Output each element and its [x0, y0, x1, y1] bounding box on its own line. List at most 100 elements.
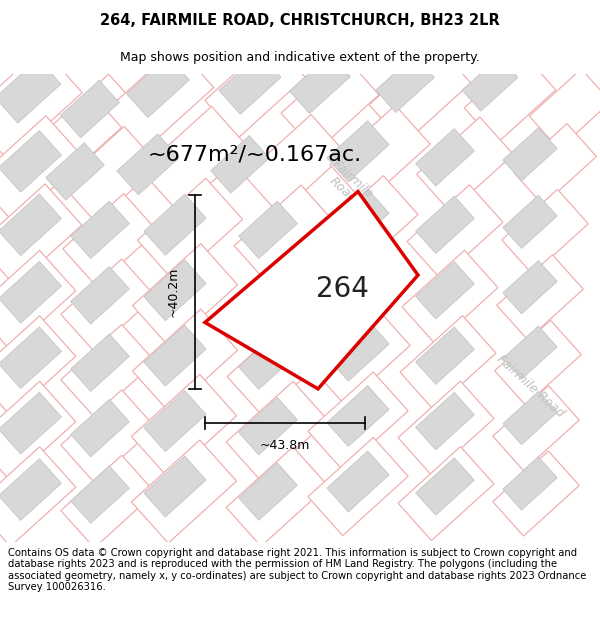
Polygon shape: [503, 326, 557, 379]
Polygon shape: [416, 327, 475, 384]
Text: Fairmile Road: Fairmile Road: [494, 352, 566, 419]
Polygon shape: [0, 184, 82, 286]
Polygon shape: [416, 392, 475, 450]
Polygon shape: [144, 194, 206, 255]
Polygon shape: [502, 189, 588, 274]
Polygon shape: [308, 372, 408, 470]
Text: 264, FAIRMILE ROAD, CHRISTCHURCH, BH23 2LR: 264, FAIRMILE ROAD, CHRISTCHURCH, BH23 2…: [100, 13, 500, 28]
Polygon shape: [239, 332, 298, 389]
Polygon shape: [497, 255, 583, 340]
Polygon shape: [234, 185, 336, 284]
Polygon shape: [244, 114, 346, 214]
Polygon shape: [226, 447, 328, 546]
Text: ~40.2m: ~40.2m: [167, 266, 179, 317]
Polygon shape: [0, 131, 61, 192]
Text: Contains OS data © Crown copyright and database right 2021. This information is : Contains OS data © Crown copyright and d…: [8, 548, 586, 592]
Polygon shape: [0, 392, 61, 454]
Polygon shape: [493, 386, 579, 471]
Polygon shape: [239, 398, 298, 455]
Polygon shape: [462, 56, 518, 111]
Polygon shape: [416, 117, 514, 212]
Polygon shape: [227, 316, 329, 416]
Polygon shape: [127, 56, 190, 118]
Polygon shape: [398, 446, 494, 541]
Polygon shape: [71, 466, 130, 523]
Polygon shape: [308, 438, 408, 536]
Polygon shape: [49, 74, 141, 164]
Polygon shape: [106, 46, 214, 151]
Polygon shape: [514, 124, 596, 205]
Polygon shape: [133, 309, 238, 412]
Polygon shape: [416, 129, 475, 186]
Polygon shape: [369, 44, 471, 144]
Polygon shape: [144, 391, 206, 452]
Polygon shape: [71, 201, 130, 259]
Polygon shape: [327, 320, 389, 381]
Polygon shape: [407, 185, 503, 279]
Polygon shape: [141, 106, 249, 213]
Polygon shape: [310, 306, 410, 405]
Polygon shape: [416, 458, 475, 515]
Polygon shape: [205, 40, 305, 138]
Polygon shape: [0, 327, 61, 389]
Polygon shape: [0, 261, 61, 323]
Text: Map shows position and indicative extent of the property.: Map shows position and indicative extent…: [120, 51, 480, 64]
Polygon shape: [137, 178, 242, 281]
Polygon shape: [503, 261, 557, 314]
Polygon shape: [318, 176, 418, 274]
Polygon shape: [0, 59, 61, 123]
Polygon shape: [327, 451, 389, 512]
Polygon shape: [398, 381, 494, 475]
Polygon shape: [402, 250, 498, 344]
Polygon shape: [239, 462, 298, 520]
Polygon shape: [0, 48, 82, 160]
Polygon shape: [503, 391, 557, 445]
Polygon shape: [239, 266, 298, 324]
Polygon shape: [71, 334, 130, 391]
Polygon shape: [0, 116, 85, 223]
Polygon shape: [133, 244, 238, 347]
Polygon shape: [61, 80, 119, 138]
Polygon shape: [330, 105, 430, 203]
Polygon shape: [144, 325, 206, 386]
Polygon shape: [144, 456, 206, 517]
Text: ~677m²/~0.167ac.: ~677m²/~0.167ac.: [148, 144, 362, 164]
Polygon shape: [416, 261, 475, 319]
Polygon shape: [61, 259, 155, 352]
Polygon shape: [503, 457, 557, 510]
Polygon shape: [61, 455, 155, 548]
Polygon shape: [211, 136, 269, 193]
Polygon shape: [239, 201, 298, 259]
Polygon shape: [281, 56, 379, 152]
Polygon shape: [416, 196, 475, 254]
Polygon shape: [0, 316, 76, 416]
Polygon shape: [46, 142, 104, 200]
Polygon shape: [495, 320, 581, 405]
Polygon shape: [205, 191, 418, 389]
Polygon shape: [327, 121, 389, 182]
Polygon shape: [503, 127, 557, 181]
Polygon shape: [229, 251, 331, 350]
Text: Fairmile
Road: Fairmile Road: [320, 158, 376, 212]
Polygon shape: [219, 53, 281, 114]
Polygon shape: [0, 194, 61, 256]
Polygon shape: [0, 251, 76, 350]
Polygon shape: [529, 69, 600, 149]
Polygon shape: [131, 440, 236, 543]
Polygon shape: [327, 386, 389, 446]
Polygon shape: [71, 266, 130, 324]
Polygon shape: [144, 260, 206, 321]
Polygon shape: [117, 134, 179, 195]
Polygon shape: [131, 374, 236, 478]
Polygon shape: [312, 241, 412, 339]
Polygon shape: [63, 194, 157, 286]
Polygon shape: [376, 55, 434, 112]
Polygon shape: [0, 459, 61, 521]
Polygon shape: [503, 195, 557, 248]
Polygon shape: [290, 54, 350, 114]
Text: ~43.8m: ~43.8m: [260, 439, 310, 452]
Polygon shape: [61, 126, 159, 222]
Polygon shape: [493, 451, 579, 536]
Polygon shape: [400, 316, 496, 409]
Polygon shape: [61, 390, 155, 482]
